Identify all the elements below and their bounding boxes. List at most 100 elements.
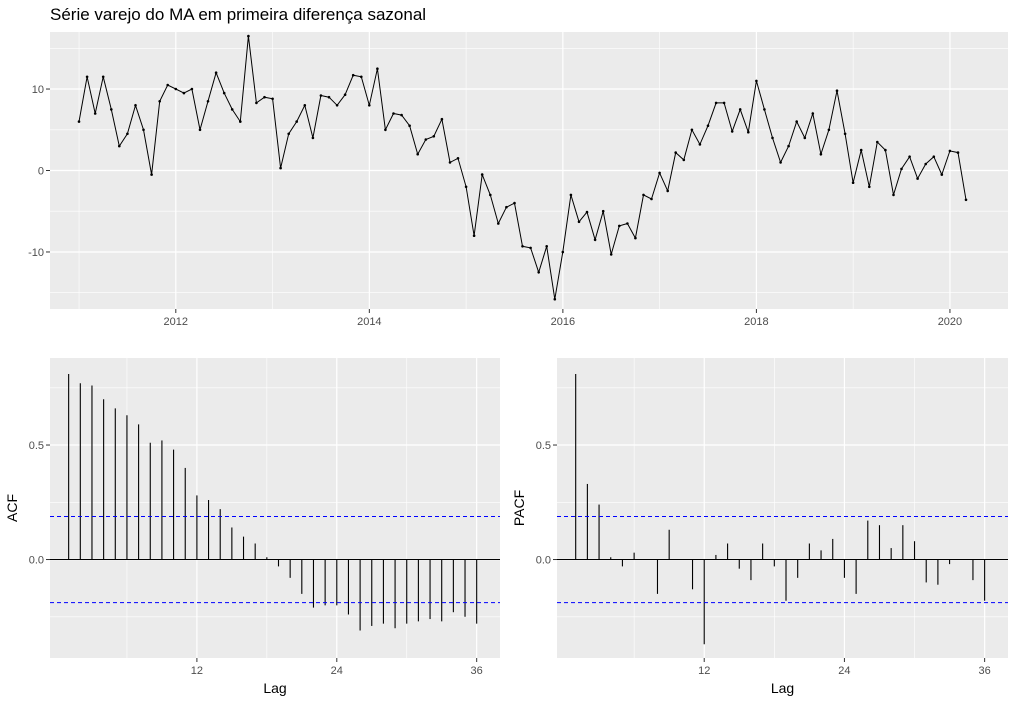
series-point <box>126 132 129 136</box>
series-point <box>868 185 871 189</box>
series-point <box>93 112 97 115</box>
series-point <box>134 104 137 107</box>
series-point <box>964 198 968 202</box>
series-point <box>779 161 782 164</box>
series-point <box>932 155 936 158</box>
series-point <box>190 87 194 91</box>
series-point <box>908 155 911 158</box>
series-point <box>263 95 266 99</box>
series-point <box>601 209 605 213</box>
series-point <box>714 101 718 105</box>
series-point <box>392 112 395 115</box>
y-tick-label: 10 <box>32 84 44 96</box>
series-point <box>271 97 274 101</box>
series-point <box>513 201 516 205</box>
series-point <box>222 91 226 95</box>
series-point <box>448 161 452 164</box>
series-point <box>819 152 823 156</box>
series-point <box>940 173 944 176</box>
acf-x-tick-label: 24 <box>331 665 343 677</box>
series-point <box>214 71 218 74</box>
series-point <box>618 224 621 228</box>
x-tick-label: 2012 <box>164 316 188 328</box>
x-tick-label: 2020 <box>938 316 962 328</box>
series-point <box>182 91 186 95</box>
series-point <box>642 193 645 197</box>
series-point <box>142 128 145 132</box>
series-point <box>634 236 637 240</box>
series-point <box>335 104 339 107</box>
series-point <box>408 124 411 127</box>
series-point <box>416 152 420 156</box>
series-point <box>658 171 661 175</box>
series-point <box>585 210 589 214</box>
series-point <box>311 136 315 140</box>
series-point <box>368 104 371 107</box>
series-point <box>577 220 581 224</box>
chart-title: Série varejo do MA em primeira diferença… <box>50 5 427 24</box>
y-tick-label: -10 <box>28 247 44 259</box>
series-point <box>755 79 758 83</box>
series-point <box>489 193 492 197</box>
series-point <box>198 128 202 132</box>
series-point <box>150 173 153 176</box>
pacf-y-axis-label: PACF <box>511 490 527 526</box>
acf-panel-background <box>50 358 500 658</box>
series-point <box>230 108 234 111</box>
series-point <box>529 246 532 250</box>
x-tick-label: 2016 <box>551 316 575 328</box>
series-point <box>166 83 169 87</box>
series-point <box>456 157 460 160</box>
series-point <box>722 101 726 105</box>
series-point <box>472 234 476 237</box>
series-point <box>892 193 895 197</box>
series-point <box>795 120 798 123</box>
series-point <box>110 108 113 111</box>
series-point <box>851 181 855 184</box>
series-point <box>803 136 807 140</box>
series-point <box>876 140 879 144</box>
series-point <box>303 104 307 107</box>
series-point <box>916 177 919 180</box>
series-point <box>255 101 258 105</box>
series-point <box>956 151 960 154</box>
pacf-x-tick-label: 24 <box>838 665 850 677</box>
series-point <box>561 250 565 254</box>
series-point <box>174 87 178 91</box>
series-point <box>730 130 734 133</box>
series-point <box>101 75 105 79</box>
series-point <box>738 108 742 111</box>
series-point <box>835 89 839 92</box>
series-point <box>900 167 903 171</box>
series-point <box>884 148 887 152</box>
series-point <box>747 130 750 134</box>
pacf-panel-background <box>557 358 1008 658</box>
series-point <box>843 132 847 136</box>
series-point <box>287 132 291 136</box>
series-point <box>360 75 363 79</box>
series-point <box>666 189 669 193</box>
acf-y-tick-label: 0.0 <box>29 555 44 567</box>
series-point <box>497 222 500 225</box>
series-point <box>569 193 573 197</box>
series-point <box>763 108 766 111</box>
series-point <box>859 148 863 152</box>
series-point <box>424 138 428 141</box>
series-point <box>811 112 815 115</box>
series-point <box>351 73 355 77</box>
series-point <box>771 136 774 140</box>
series-point <box>464 185 468 189</box>
pacf-y-tick-label: 0.0 <box>536 555 551 567</box>
acf-y-axis-label: ACF <box>4 494 20 522</box>
series-point <box>440 117 444 121</box>
pacf-x-tick-label: 12 <box>698 665 710 677</box>
series-point <box>553 297 557 301</box>
acf-x-tick-label: 36 <box>471 665 483 677</box>
pacf-x-axis-label: Lag <box>771 680 794 696</box>
series-point <box>521 245 524 248</box>
y-tick-label: 0 <box>38 166 44 178</box>
series-point <box>432 135 436 138</box>
series-point <box>505 205 508 209</box>
acf-y-tick-label: 0.5 <box>29 440 44 452</box>
